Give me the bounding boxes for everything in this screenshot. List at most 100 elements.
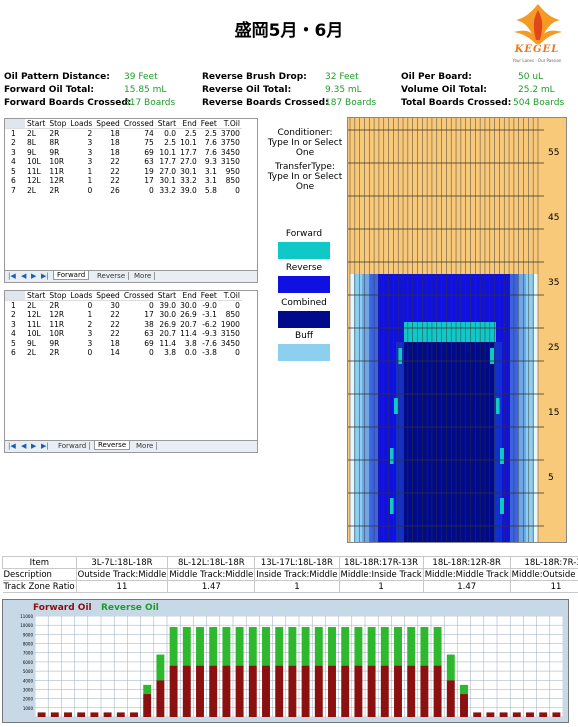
sheet-cell[interactable]: 22 bbox=[110, 176, 120, 186]
sheet-cell[interactable]: 19 bbox=[144, 166, 154, 176]
sheet-cell[interactable]: 5.8 bbox=[204, 185, 217, 195]
sheet-cell[interactable]: 18 bbox=[110, 147, 120, 157]
sheet-cell[interactable]: 18 bbox=[110, 129, 120, 138]
sheet-cell[interactable]: 3700 bbox=[220, 129, 240, 138]
sheet-nav-last-icon[interactable]: ▶| bbox=[41, 442, 49, 450]
sheet-cell[interactable]: 30.1 bbox=[180, 166, 197, 176]
sheet-cell[interactable]: 22 bbox=[110, 329, 120, 339]
sheet-cell[interactable]: 33.2 bbox=[159, 185, 177, 195]
sheet-cell[interactable]: 8L bbox=[27, 138, 36, 148]
sheet-cell[interactable]: 74 bbox=[144, 129, 154, 138]
tab-reverse[interactable]: Reverse bbox=[94, 441, 131, 450]
sheet-cell[interactable]: 22 bbox=[110, 310, 120, 320]
sheet-cell[interactable]: -6.2 bbox=[202, 319, 217, 329]
sheet-cell[interactable]: 3 bbox=[87, 147, 93, 157]
sheet-cell[interactable]: 22 bbox=[110, 319, 120, 329]
sheet-cell[interactable]: 1 bbox=[87, 176, 93, 186]
tab-more[interactable]: More bbox=[131, 272, 156, 280]
tab-reverse[interactable]: Reverse bbox=[94, 272, 130, 280]
sheet-cell[interactable]: 10R bbox=[49, 157, 65, 167]
sheet-cell[interactable]: 0 bbox=[235, 185, 240, 195]
conditioner-hint[interactable]: Type In or Select One bbox=[267, 138, 343, 158]
tab-forward[interactable]: Forward bbox=[53, 271, 90, 280]
sheet-nav-prev-icon[interactable]: ◀ bbox=[21, 442, 27, 450]
sheet-cell[interactable]: 17.7 bbox=[180, 147, 197, 157]
sheet-cell[interactable]: 3750 bbox=[220, 138, 240, 148]
sheet-cell[interactable]: 3450 bbox=[220, 338, 240, 348]
sheet-cell[interactable]: 63 bbox=[144, 329, 154, 339]
sheet-cell[interactable]: 20.7 bbox=[180, 319, 197, 329]
sheet-cell[interactable]: 2 bbox=[87, 319, 93, 329]
sheet-nav-first-icon[interactable]: |◀ bbox=[8, 442, 16, 450]
sheet-cell[interactable]: 22 bbox=[110, 157, 120, 167]
sheet-cell[interactable]: 3.1 bbox=[204, 176, 217, 186]
sheet-cell[interactable]: 1 bbox=[87, 166, 93, 176]
sheet-cell[interactable]: 27.0 bbox=[159, 166, 177, 176]
sheet-cell[interactable]: 11R bbox=[49, 319, 65, 329]
sheet-cell[interactable]: 22 bbox=[110, 166, 120, 176]
sheet-cell[interactable]: 3.8 bbox=[164, 348, 177, 358]
sheet-cell[interactable]: 2R bbox=[49, 348, 60, 358]
sheet-cell[interactable]: 9R bbox=[49, 338, 60, 348]
sheet-cell[interactable]: 18 bbox=[110, 138, 120, 148]
sheet-cell[interactable]: 3 bbox=[87, 157, 93, 167]
sheet-cell[interactable]: 2L bbox=[27, 129, 36, 138]
sheet-cell[interactable]: 12L bbox=[27, 176, 41, 186]
sheet-cell[interactable]: 3 bbox=[87, 329, 93, 339]
sheet-cell[interactable]: 7.6 bbox=[204, 138, 217, 148]
sheet-cell[interactable]: 9R bbox=[49, 147, 60, 157]
sheet-cell[interactable]: 30.0 bbox=[159, 310, 177, 320]
sheet-cell[interactable]: 33.2 bbox=[180, 176, 197, 186]
sheet-cell[interactable]: 11.4 bbox=[159, 338, 177, 348]
sheet-cell[interactable]: 12R bbox=[49, 176, 65, 186]
sheet-cell[interactable]: 10L bbox=[27, 157, 41, 167]
sheet-cell[interactable]: 69 bbox=[144, 338, 154, 348]
sheet-cell[interactable]: 0.0 bbox=[184, 348, 197, 358]
sheet-cell[interactable]: 39.0 bbox=[159, 301, 177, 310]
sheet-cell[interactable]: 26.9 bbox=[159, 319, 177, 329]
sheet-cell[interactable]: 3 bbox=[87, 138, 93, 148]
sheet-cell[interactable]: 3.8 bbox=[184, 338, 197, 348]
sheet-cell[interactable]: 17 bbox=[144, 310, 154, 320]
sheet-nav-last-icon[interactable]: ▶| bbox=[41, 272, 49, 280]
sheet-cell[interactable]: 0 bbox=[87, 301, 93, 310]
sheet-cell[interactable]: 850 bbox=[225, 310, 240, 320]
sheet-cell[interactable]: 2R bbox=[49, 129, 60, 138]
sheet-cell[interactable]: 3150 bbox=[220, 329, 240, 339]
sheet-cell[interactable]: 27.0 bbox=[180, 157, 197, 167]
sheet-cell[interactable]: 11L bbox=[27, 319, 41, 329]
sheet-cell[interactable]: 3150 bbox=[220, 157, 240, 167]
sheet-cell[interactable]: -7.6 bbox=[202, 338, 217, 348]
sheet-cell[interactable]: 0 bbox=[235, 301, 240, 310]
sheet-cell[interactable]: 75 bbox=[144, 138, 154, 148]
sheet-cell[interactable]: 2R bbox=[49, 185, 60, 195]
sheet-nav-next-icon[interactable]: ▶ bbox=[31, 442, 37, 450]
tab-more[interactable]: More bbox=[133, 442, 158, 450]
sheet-cell[interactable]: 17.7 bbox=[159, 157, 177, 167]
sheet-cell[interactable]: 10R bbox=[49, 329, 65, 339]
sheet-cell[interactable]: -3.1 bbox=[202, 310, 217, 320]
sheet-cell[interactable]: 0.0 bbox=[164, 129, 177, 138]
sheet-cell[interactable]: 0 bbox=[148, 301, 154, 310]
sheet-cell[interactable]: -3.8 bbox=[202, 348, 217, 358]
sheet-nav-prev-icon[interactable]: ◀ bbox=[21, 272, 27, 280]
sheet-cell[interactable]: 10.1 bbox=[180, 138, 197, 148]
sheet-cell[interactable]: 30.0 bbox=[180, 301, 197, 310]
transfer-type-hint[interactable]: Type In or Select One bbox=[267, 172, 343, 192]
sheet-cell[interactable]: 950 bbox=[225, 166, 240, 176]
sheet-cell[interactable]: 17 bbox=[144, 176, 154, 186]
tab-forward[interactable]: Forward bbox=[55, 442, 91, 450]
sheet-cell[interactable]: 0 bbox=[148, 185, 154, 195]
sheet-cell[interactable]: 2L bbox=[27, 185, 36, 195]
sheet-cell[interactable]: 30.1 bbox=[159, 176, 177, 186]
sheet-cell[interactable]: 14 bbox=[110, 348, 120, 358]
sheet-cell[interactable]: 0 bbox=[87, 348, 93, 358]
sheet-cell[interactable]: 1 bbox=[87, 310, 93, 320]
sheet-cell[interactable]: 11.4 bbox=[180, 329, 197, 339]
sheet-cell[interactable]: 18 bbox=[110, 338, 120, 348]
sheet-cell[interactable]: 3 bbox=[87, 338, 93, 348]
sheet-cell[interactable]: 11R bbox=[49, 166, 65, 176]
sheet-cell[interactable]: 26.9 bbox=[180, 310, 197, 320]
sheet-cell[interactable]: 38 bbox=[144, 319, 154, 329]
sheet-cell[interactable]: 2R bbox=[49, 301, 60, 310]
